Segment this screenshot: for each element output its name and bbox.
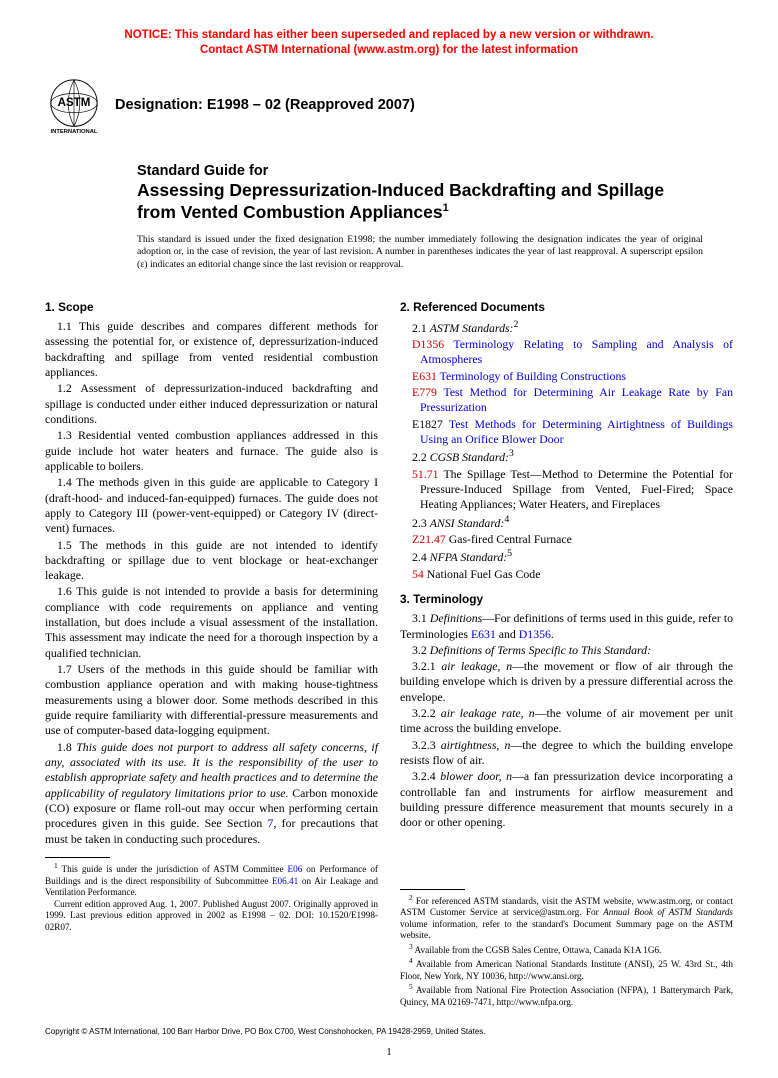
e779-title-link[interactable]: Test Method for Determining Air Leakage …	[420, 385, 733, 414]
copyright: Copyright © ASTM International, 100 Barr…	[45, 1027, 733, 1036]
term-3-2-3: 3.2.3 airtightness, n—the degree to whic…	[400, 738, 733, 769]
terminology-heading: 3. Terminology	[400, 592, 733, 607]
astm-logo-icon: ASTM INTERNATIONAL	[45, 76, 103, 134]
footnote-2: 2 For referenced ASTM standards, visit t…	[400, 893, 733, 942]
footnote-3: 3 Available from the CGSB Sales Centre, …	[400, 942, 733, 957]
e631-title-link[interactable]: Terminology of Building Constructions	[440, 369, 626, 383]
notice-line-1: NOTICE: This standard has either been su…	[124, 29, 653, 41]
e779-link[interactable]: E779	[412, 385, 437, 399]
page: NOTICE: This standard has either been su…	[0, 0, 778, 1078]
designation: Designation: E1998 – 02 (Reapproved 2007…	[115, 97, 415, 113]
e631-link[interactable]: E631	[412, 369, 437, 383]
ref-cgsb: 51.71 The Spillage Test—Method to Determ…	[400, 467, 733, 513]
header-row: ASTM INTERNATIONAL Designation: E1998 – …	[45, 76, 733, 134]
svg-text:ASTM: ASTM	[58, 96, 91, 109]
nfpa-link[interactable]: 54	[412, 567, 424, 581]
footnote-5: 5 Available from National Fire Protectio…	[400, 982, 733, 1008]
term-3-2-2: 3.2.2 air leakage rate, n—the volume of …	[400, 706, 733, 737]
scope-1-1: 1.1 This guide describes and compares di…	[45, 319, 378, 380]
term-3-1: 3.1 Definitions—For definitions of terms…	[400, 611, 733, 642]
footnote-4: 4 Available from American National Stand…	[400, 956, 733, 982]
body-columns: 1. Scope 1.1 This guide describes and co…	[45, 294, 733, 1009]
term-3-2-1: 3.2.1 air leakage, n—the movement or flo…	[400, 659, 733, 705]
footnote-1: 1 This guide is under the jurisdiction o…	[45, 861, 378, 899]
svg-text:INTERNATIONAL: INTERNATIONAL	[51, 129, 98, 134]
page-number: 1	[45, 1046, 733, 1058]
scope-1-4: 1.4 The methods given in this guide are …	[45, 475, 378, 536]
term-3-2: 3.2 Definitions of Terms Specific to Thi…	[400, 643, 733, 658]
notice-banner: NOTICE: This standard has either been su…	[45, 28, 733, 58]
title-main: Assessing Depressurization-Induced Backd…	[137, 180, 703, 224]
notice-line-2: Contact ASTM International (www.astm.org…	[200, 44, 578, 56]
e631-ref-link[interactable]: E631	[471, 627, 496, 641]
issuance-note: This standard is issued under the fixed …	[137, 234, 703, 272]
d1356-title-link[interactable]: Terminology Relating to Sampling and Ana…	[420, 337, 733, 366]
ref-e1827: E1827 Test Methods for Determining Airti…	[400, 417, 733, 448]
term-3-2-4: 3.2.4 blower door, n—a fan pressurizatio…	[400, 769, 733, 830]
e1827-title-link[interactable]: Test Methods for Determining Airtightnes…	[420, 417, 733, 446]
d1356-ref-link[interactable]: D1356	[519, 627, 551, 641]
references-heading: 2. Referenced Documents	[400, 300, 733, 315]
ansi-link[interactable]: Z21.47	[412, 532, 446, 546]
d1356-link[interactable]: D1356	[412, 337, 444, 351]
scope-1-5: 1.5 The methods in this guide are not in…	[45, 538, 378, 584]
scope-1-7: 1.7 Users of the methods in this guide s…	[45, 662, 378, 739]
ref-e779: E779 Test Method for Determining Air Lea…	[400, 385, 733, 416]
subcommittee-link[interactable]: E06.41	[272, 876, 298, 886]
scope-1-3: 1.3 Residential vented combustion applia…	[45, 428, 378, 474]
ref-e631: E631 Terminology of Building Constructio…	[400, 369, 733, 384]
ref-d1356: D1356 Terminology Relating to Sampling a…	[400, 337, 733, 368]
footnote-separator-right	[400, 889, 465, 890]
scope-heading: 1. Scope	[45, 300, 378, 315]
footnote-1b: Current edition approved Aug. 1, 2007. P…	[45, 899, 378, 934]
committee-e06-link[interactable]: E06	[288, 864, 303, 874]
ref-ansi-head: 2.3 ANSI Standard:4	[400, 514, 733, 531]
footnote-separator	[45, 857, 110, 858]
ref-nfpa: 54 National Fuel Gas Code	[400, 567, 733, 582]
ref-astm-head: 2.1 ASTM Standards:2	[400, 319, 733, 336]
left-footnotes: 1 This guide is under the jurisdiction o…	[45, 857, 378, 933]
scope-1-2: 1.2 Assessment of depressurization-induc…	[45, 381, 378, 427]
title-block: Standard Guide for Assessing Depressuriz…	[137, 162, 703, 224]
right-footnotes: 2 For referenced ASTM standards, visit t…	[400, 889, 733, 1009]
ref-ansi: Z21.47 Gas-fired Central Furnace	[400, 532, 733, 547]
scope-1-6: 1.6 This guide is not intended to provid…	[45, 584, 378, 661]
ref-nfpa-head: 2.4 NFPA Standard:5	[400, 548, 733, 565]
cgsb-link[interactable]: 51.71	[412, 467, 439, 481]
title-pre: Standard Guide for	[137, 162, 703, 180]
ref-cgsb-head: 2.2 CGSB Standard:3	[400, 448, 733, 465]
scope-1-8: 1.8 This guide does not purport to addre…	[45, 740, 378, 847]
